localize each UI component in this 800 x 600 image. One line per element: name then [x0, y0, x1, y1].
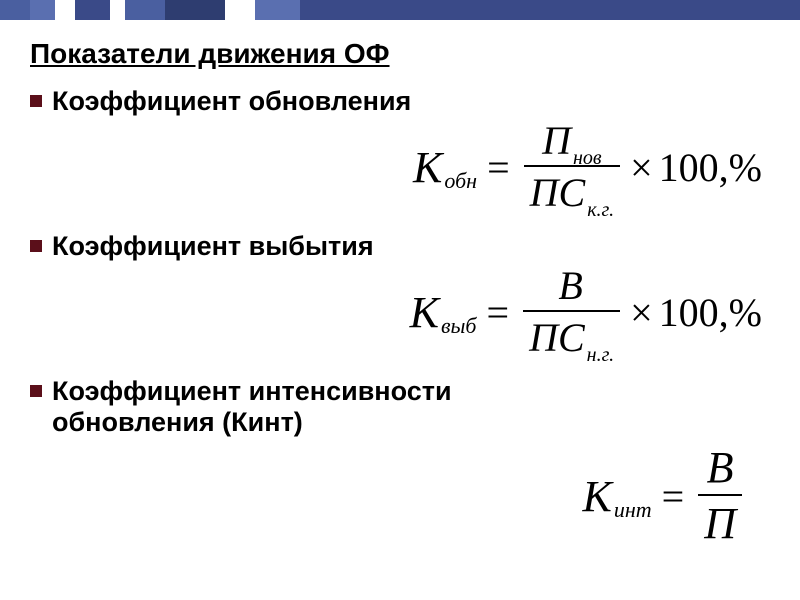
equals-sign: =: [662, 473, 685, 520]
formula-suffix: 100,%: [659, 144, 762, 191]
formula-3: K инт = В П: [30, 446, 770, 546]
decor-segment: [255, 0, 300, 20]
decor-segment: [165, 0, 225, 20]
num-var: В: [707, 446, 734, 490]
formula-1: K обн = П нов ПС к.г. × 100,%: [30, 121, 770, 213]
times-sign: ×: [630, 144, 653, 191]
decor-segment: [55, 0, 75, 20]
equals-sign: =: [487, 289, 510, 336]
decor-segment: [30, 0, 55, 20]
formula-2: K выб = В ПС н.г. × 100,%: [30, 266, 770, 358]
decor-segment: [110, 0, 125, 20]
bullet-icon: [30, 385, 42, 397]
item-label: Коэффициент выбытия: [52, 231, 374, 262]
lhs-var: K: [582, 471, 611, 522]
item-label: Коэффициент обновления: [52, 86, 411, 117]
decor-segment: [125, 0, 165, 20]
lhs-var: K: [413, 142, 442, 193]
den-sub: н.г.: [587, 345, 614, 365]
num-var: В: [558, 266, 582, 306]
den-var: ПС: [530, 173, 586, 213]
bullet-item: Коэффициент обновления: [30, 86, 770, 117]
decor-segment: [0, 0, 30, 20]
bullet-item: Коэффициент интенсивности обновления (Ки…: [30, 376, 770, 438]
equals-sign: =: [487, 144, 510, 191]
bullet-icon: [30, 240, 42, 252]
times-sign: ×: [630, 289, 653, 336]
decor-segment: [300, 0, 800, 20]
bullet-item: Коэффициент выбытия: [30, 231, 770, 262]
decor-top-bar: [0, 0, 800, 20]
formula-suffix: 100,%: [659, 289, 762, 336]
slide-content: Показатели движения ОФ Коэффициент обнов…: [0, 20, 800, 546]
num-var: П: [542, 121, 571, 161]
decor-segment: [75, 0, 110, 20]
num-sub: нов: [573, 148, 602, 168]
fraction: В ПС н.г.: [523, 266, 620, 358]
lhs-sub: выб: [441, 313, 477, 339]
lhs-var: K: [410, 287, 439, 338]
decor-segment: [225, 0, 255, 20]
den-sub: к.г.: [587, 200, 614, 220]
item-label: Коэффициент интенсивности обновления (Ки…: [52, 376, 592, 438]
fraction: В П: [698, 446, 742, 546]
den-var: П: [704, 502, 736, 546]
lhs-sub: обн: [444, 168, 477, 194]
lhs-sub: инт: [614, 497, 652, 523]
fraction: П нов ПС к.г.: [524, 121, 620, 213]
bullet-icon: [30, 95, 42, 107]
den-var: ПС: [529, 318, 585, 358]
slide-title: Показатели движения ОФ: [30, 38, 770, 70]
